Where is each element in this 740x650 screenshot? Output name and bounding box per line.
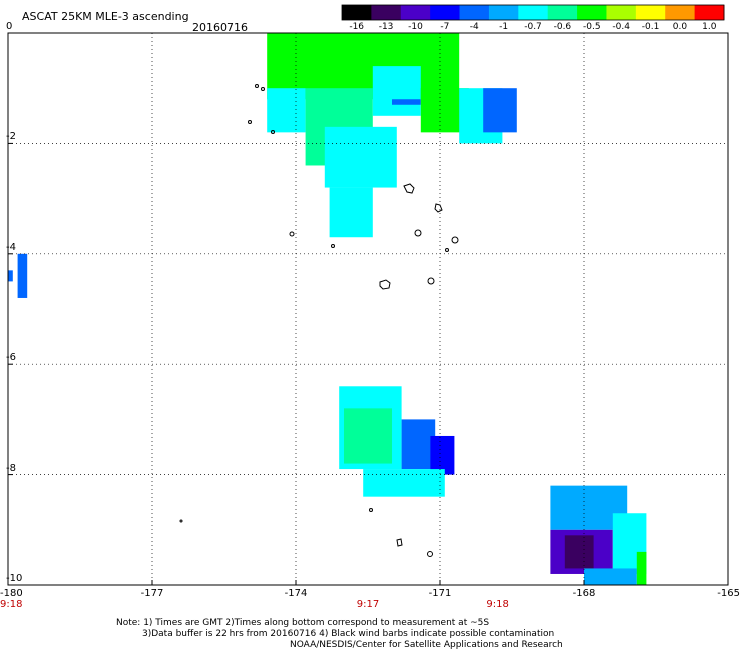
colorbar-label: -16 (349, 22, 365, 32)
island-outline (289, 231, 295, 237)
colorbar-label: -1 (499, 22, 509, 32)
data-cell (329, 187, 373, 238)
y-tick-label: -2 (6, 131, 16, 143)
island-outline (403, 183, 415, 194)
data-cell (267, 88, 306, 133)
island-outline (331, 244, 335, 248)
colorbar-swatch (459, 5, 490, 20)
data-cell (8, 270, 13, 282)
colorbar-swatch (665, 5, 696, 20)
island-outline (271, 130, 275, 134)
data-cells (8, 33, 647, 585)
data-cell (584, 568, 637, 585)
colorbar-swatch (547, 5, 578, 20)
colorbar-label: -0.1 (641, 22, 660, 32)
colorbar-swatch (430, 5, 461, 20)
colorbar-label: -0.7 (524, 22, 542, 32)
data-cell (372, 66, 421, 116)
grid-lines (8, 33, 728, 585)
data-cell (401, 419, 436, 470)
island-outline (179, 519, 183, 523)
colorbar-label: -4 (469, 22, 479, 32)
y-tick-label: -10 (6, 573, 23, 584)
colorbar-frame (341, 4, 725, 21)
island-outline (427, 277, 435, 285)
island-outline (369, 508, 373, 512)
y-tick-label: -8 (6, 462, 16, 474)
x-tick-label: -180 (0, 588, 23, 599)
plot-frame (7, 32, 729, 586)
colorbar-swatch (371, 5, 402, 20)
colorbar-label: -0.6 (553, 22, 572, 32)
data-cell (324, 126, 397, 188)
island-outline (434, 203, 443, 213)
island-outline (396, 538, 403, 547)
colorbar-swatch (342, 5, 372, 20)
colorbar-swatch (606, 5, 637, 20)
island-outlines (179, 84, 459, 557)
island-outline (255, 84, 259, 88)
island-outline (445, 248, 449, 252)
data-cell (392, 99, 421, 105)
island-outline (248, 120, 252, 124)
data-cell (483, 88, 517, 133)
colorbar-swatch (635, 5, 666, 20)
y-tick-label: 0 (6, 21, 13, 32)
colorbar-label: 1.0 (702, 22, 717, 32)
time-label: 9:17 (356, 599, 380, 610)
colorbar-label: -0.5 (582, 22, 601, 32)
colorbar-label: -10 (408, 22, 423, 32)
data-cell (344, 408, 392, 464)
island-outline (451, 236, 459, 244)
data-cell (636, 551, 647, 585)
chart-title: ASCAT 25KM MLE-3 ascending (22, 10, 189, 23)
time-label: 9:18 (486, 599, 509, 610)
island-outline (414, 229, 422, 237)
footer-note-line2: 3)Data buffer is 22 hrs from 20160716 4)… (142, 629, 555, 639)
colorbar-label: -13 (378, 22, 394, 32)
data-cell (363, 469, 445, 497)
colorbar-swatch (488, 5, 519, 20)
x-tick-label: -174 (284, 588, 308, 599)
data-cell (430, 435, 455, 475)
data-cell (564, 535, 594, 569)
colorbar-label: -7 (440, 22, 450, 32)
colorbar-label: 0.0 (672, 22, 688, 32)
x-tick-label: -177 (140, 588, 164, 599)
island-outline (379, 279, 391, 290)
footer-credit: NOAA/NESDIS/Center for Satellite Applica… (290, 640, 563, 650)
y-tick-label: -6 (6, 352, 16, 364)
x-tick-label: -168 (572, 588, 596, 599)
footer-note-line1: Note: 1) Times are GMT 2)Times along bot… (116, 618, 490, 628)
x-tick-label: -171 (428, 588, 452, 599)
time-label: 9:18 (0, 599, 23, 610)
x-tick-label: -165 (717, 588, 740, 599)
chart-date: 20160716 (192, 21, 248, 34)
island-outline (261, 87, 265, 91)
colorbar-swatch (577, 5, 607, 20)
axis-ticks (7, 32, 729, 586)
y-tick-label: -4 (6, 241, 16, 253)
island-outline (427, 551, 433, 557)
data-cell (17, 253, 28, 298)
colorbar-swatch (518, 5, 549, 20)
colorbar-swatch (694, 5, 725, 20)
colorbar (341, 4, 725, 21)
colorbar-label: -0.4 (612, 22, 630, 32)
colorbar-swatch (400, 5, 431, 20)
